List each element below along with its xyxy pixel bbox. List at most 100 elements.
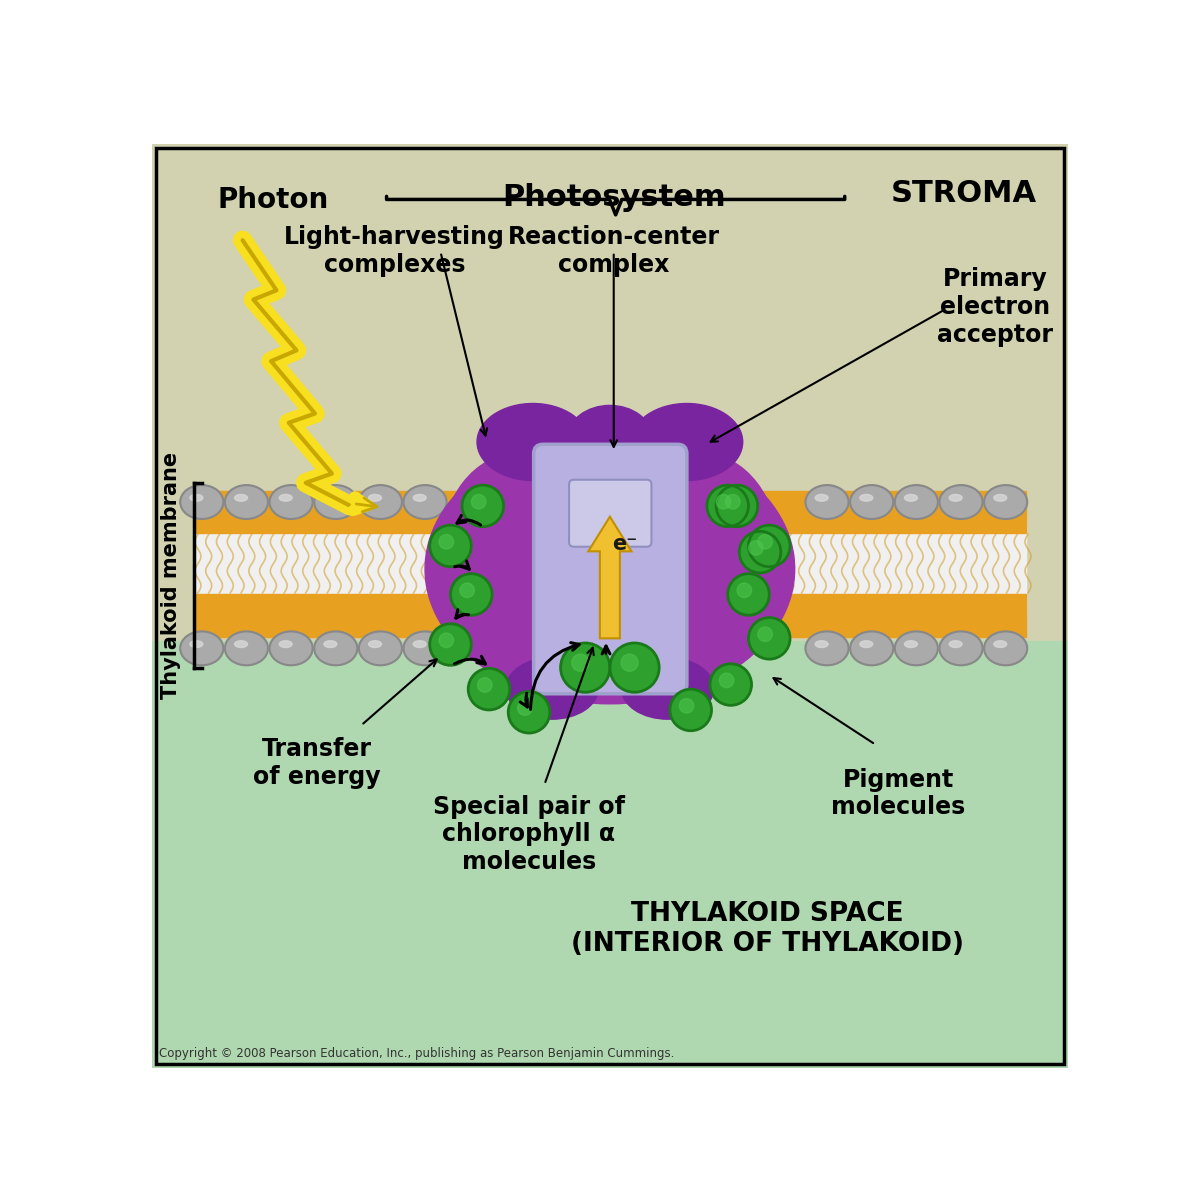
Text: Primary
electron
acceptor: Primary electron acceptor <box>937 268 1053 347</box>
Ellipse shape <box>225 485 268 518</box>
Ellipse shape <box>477 403 589 480</box>
Circle shape <box>571 654 589 671</box>
Ellipse shape <box>234 641 248 648</box>
Text: STROMA: STROMA <box>891 179 1038 208</box>
Ellipse shape <box>269 631 313 665</box>
Ellipse shape <box>815 641 828 648</box>
Ellipse shape <box>860 641 872 648</box>
Text: e⁻: e⁻ <box>612 534 638 553</box>
Ellipse shape <box>280 641 293 648</box>
Circle shape <box>468 668 509 710</box>
Ellipse shape <box>506 658 599 719</box>
Circle shape <box>451 574 493 616</box>
Text: Special pair of
chlorophyll α
molecules: Special pair of chlorophyll α molecules <box>433 794 625 875</box>
Ellipse shape <box>904 494 917 502</box>
Ellipse shape <box>324 494 337 502</box>
Polygon shape <box>588 517 632 638</box>
Circle shape <box>439 634 453 648</box>
Ellipse shape <box>225 631 268 665</box>
Ellipse shape <box>403 485 446 518</box>
Bar <box>152 641 1069 1068</box>
Ellipse shape <box>280 494 293 502</box>
Circle shape <box>739 532 781 572</box>
Ellipse shape <box>850 485 894 518</box>
Circle shape <box>737 583 752 598</box>
Circle shape <box>462 485 503 527</box>
Ellipse shape <box>190 494 202 502</box>
Ellipse shape <box>950 494 962 502</box>
Ellipse shape <box>359 485 402 518</box>
Ellipse shape <box>895 485 938 518</box>
Circle shape <box>508 691 550 733</box>
Ellipse shape <box>403 631 446 665</box>
Circle shape <box>716 485 758 527</box>
Circle shape <box>758 534 772 550</box>
Ellipse shape <box>359 631 402 665</box>
Circle shape <box>726 494 740 509</box>
Ellipse shape <box>994 641 1007 648</box>
Circle shape <box>728 574 769 616</box>
Text: Thylakoid membrane: Thylakoid membrane <box>161 451 181 698</box>
Circle shape <box>716 494 731 509</box>
Circle shape <box>518 701 532 715</box>
Bar <box>194 514 1026 613</box>
Ellipse shape <box>413 641 426 648</box>
Ellipse shape <box>369 494 382 502</box>
Text: Photosystem: Photosystem <box>502 182 726 211</box>
Ellipse shape <box>625 454 779 654</box>
Ellipse shape <box>369 641 382 648</box>
Circle shape <box>749 618 790 659</box>
Ellipse shape <box>895 631 938 665</box>
Text: Reaction-center
complex: Reaction-center complex <box>508 224 720 277</box>
Circle shape <box>679 698 694 713</box>
Ellipse shape <box>939 485 983 518</box>
Bar <box>194 491 1026 533</box>
Circle shape <box>430 624 471 665</box>
Circle shape <box>477 678 493 692</box>
Ellipse shape <box>180 631 224 665</box>
Circle shape <box>749 526 790 566</box>
Text: Light-harvesting
complexes: Light-harvesting complexes <box>284 224 505 277</box>
Text: Pigment
molecules: Pigment molecules <box>832 768 966 820</box>
Circle shape <box>471 494 486 509</box>
Circle shape <box>430 526 471 566</box>
Ellipse shape <box>939 631 983 665</box>
Ellipse shape <box>568 406 652 470</box>
Ellipse shape <box>860 494 872 502</box>
Circle shape <box>710 664 752 706</box>
Circle shape <box>439 534 453 550</box>
Ellipse shape <box>190 641 202 648</box>
Ellipse shape <box>631 403 743 480</box>
Text: Transfer
of energy: Transfer of energy <box>253 737 381 788</box>
Ellipse shape <box>984 631 1027 665</box>
Ellipse shape <box>806 485 848 518</box>
Circle shape <box>459 583 475 598</box>
FancyBboxPatch shape <box>569 480 651 547</box>
Ellipse shape <box>180 485 224 518</box>
Ellipse shape <box>314 485 357 518</box>
Ellipse shape <box>950 641 962 648</box>
Circle shape <box>670 689 712 731</box>
Ellipse shape <box>234 494 248 502</box>
Ellipse shape <box>815 494 828 502</box>
Circle shape <box>610 643 659 692</box>
Ellipse shape <box>324 641 337 648</box>
FancyBboxPatch shape <box>533 444 687 694</box>
Text: Photon: Photon <box>217 186 328 215</box>
Circle shape <box>621 654 638 671</box>
Text: Copyright © 2008 Pearson Education, Inc., publishing as Pearson Benjamin Cumming: Copyright © 2008 Pearson Education, Inc.… <box>159 1048 675 1061</box>
Ellipse shape <box>269 485 313 518</box>
Circle shape <box>560 643 609 692</box>
Bar <box>194 594 1026 637</box>
Ellipse shape <box>314 631 357 665</box>
Ellipse shape <box>850 631 894 665</box>
Circle shape <box>707 485 749 527</box>
Circle shape <box>749 541 763 556</box>
Ellipse shape <box>994 494 1007 502</box>
Ellipse shape <box>413 494 426 502</box>
Ellipse shape <box>621 658 714 719</box>
Circle shape <box>719 673 734 688</box>
Ellipse shape <box>904 641 917 648</box>
Ellipse shape <box>984 485 1027 518</box>
Text: THYLAKOID SPACE
(INTERIOR OF THYLAKOID): THYLAKOID SPACE (INTERIOR OF THYLAKOID) <box>571 901 964 958</box>
